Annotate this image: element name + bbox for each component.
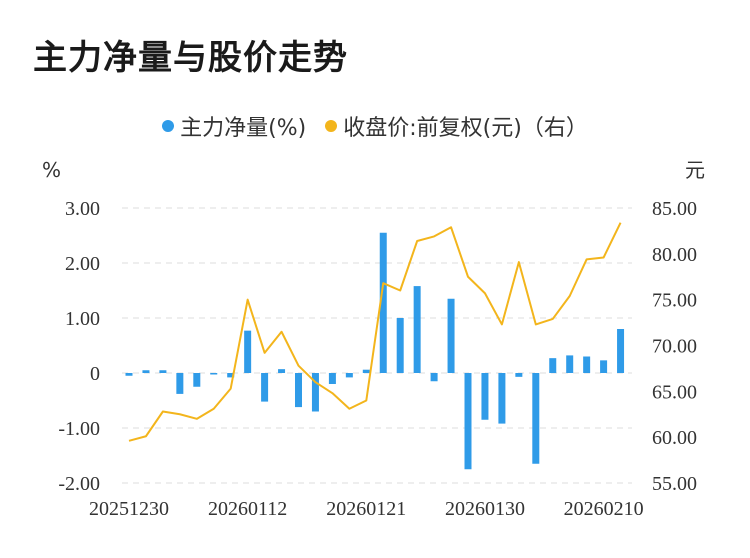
net-volume-bar — [396, 318, 404, 373]
net-volume-bar — [379, 232, 387, 373]
right-tick-label: 70.00 — [652, 336, 697, 358]
legend-item-close-price[interactable]: 收盘价:前复权(元)（右） — [325, 110, 588, 142]
net-volume-bar — [498, 373, 506, 424]
net-volume-bar — [430, 373, 438, 382]
left-tick-label: -2.00 — [58, 473, 100, 495]
x-tick-label: 20260112 — [208, 498, 287, 520]
net-volume-bar — [261, 373, 269, 402]
right-axis-unit: 元 — [685, 158, 705, 182]
net-volume-bar — [532, 373, 540, 464]
net-volume-bar — [345, 373, 353, 378]
legend-label-close-price: 收盘价:前复权(元)（右） — [343, 116, 588, 141]
net-volume-bar — [481, 373, 489, 420]
left-tick-label: 0 — [90, 363, 100, 385]
left-tick-label: -1.00 — [58, 418, 100, 440]
legend-label-net-volume: 主力净量(%) — [180, 116, 307, 141]
x-tick-label: 20251230 — [89, 498, 169, 520]
net-volume-bar — [193, 373, 201, 387]
net-volume-bar — [125, 373, 133, 376]
net-volume-bar — [600, 360, 608, 373]
x-tick-label: 20260210 — [564, 498, 644, 520]
left-tick-label: 3.00 — [65, 198, 100, 220]
net-volume-bar — [617, 329, 625, 373]
left-axis-unit: % — [42, 158, 61, 182]
net-volume-bar — [515, 373, 523, 377]
right-tick-label: 65.00 — [652, 381, 697, 403]
left-tick-label: 2.00 — [65, 253, 100, 275]
chart-legend: 主力净量(%) 收盘价:前复权(元)（右） — [0, 110, 750, 142]
net-volume-bar — [464, 373, 472, 470]
right-tick-label: 55.00 — [652, 473, 697, 495]
net-volume-bar — [413, 286, 421, 373]
net-volume-bar — [295, 373, 302, 408]
right-tick-label: 80.00 — [652, 244, 697, 266]
net-volume-bar — [328, 373, 336, 384]
x-tick-label: 20260121 — [326, 498, 406, 520]
net-volume-bar — [142, 370, 150, 373]
page-title: 主力净量与股价走势 — [33, 38, 348, 78]
close-price-line — [128, 222, 622, 442]
right-tick-label: 60.00 — [652, 427, 697, 449]
net-volume-bar — [278, 369, 286, 373]
legend-dot-icon — [162, 120, 175, 132]
net-volume-bar — [227, 373, 235, 378]
x-tick-label: 20260130 — [445, 498, 525, 520]
net-volume-bar — [159, 370, 167, 373]
net-volume-bar — [176, 373, 184, 394]
net-volume-bar — [566, 355, 574, 373]
net-volume-bar — [583, 356, 591, 373]
right-tick-label: 85.00 — [652, 198, 697, 220]
net-volume-bar — [362, 369, 370, 373]
net-volume-bar — [549, 358, 557, 373]
net-volume-bar — [244, 330, 252, 373]
right-tick-label: 75.00 — [652, 290, 697, 312]
legend-dot-icon — [325, 120, 338, 132]
legend-item-net-volume[interactable]: 主力净量(%) — [162, 110, 306, 142]
left-tick-label: 1.00 — [65, 308, 100, 330]
net-volume-bar — [311, 373, 319, 412]
net-volume-bar — [447, 298, 455, 373]
net-volume-bar — [210, 373, 218, 375]
